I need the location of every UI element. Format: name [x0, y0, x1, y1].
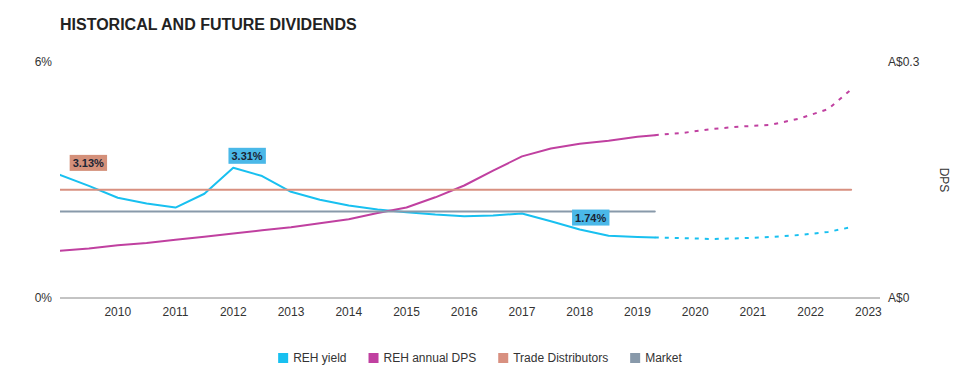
legend-label: Market [645, 351, 682, 365]
legend-swatch [498, 353, 508, 363]
x-tick-label: 2013 [278, 305, 305, 319]
x-tick-label: 2019 [624, 305, 651, 319]
legend-label: REH yield [293, 351, 346, 365]
annotation: 3.13% [73, 157, 104, 169]
x-tick-label: 2022 [797, 305, 824, 319]
x-tick-label: 2016 [451, 305, 478, 319]
legend-swatch [278, 353, 288, 363]
series-line [60, 168, 655, 238]
x-tick-label: 2020 [682, 305, 709, 319]
annotation-box [70, 155, 107, 171]
chart: HISTORICAL AND FUTURE DIVIDENDS 2010 2011 2… [0, 0, 960, 378]
legend-item: REH annual DPS [369, 351, 477, 365]
series-line [655, 90, 851, 136]
y2-axis-label: DPS [937, 168, 951, 193]
y2-tick-label: A$0 [888, 291, 910, 305]
x-axis-line [60, 298, 880, 299]
x-tick-label: 2018 [566, 305, 593, 319]
x-tick-label: 2015 [393, 305, 420, 319]
y-tick-label: 0% [35, 291, 53, 305]
legend-item: REH yield [278, 351, 346, 365]
legend-item: Trade Distributors [498, 351, 608, 365]
legend-item: Market [630, 351, 682, 365]
series-line [655, 227, 851, 239]
x-tick-label: 2012 [220, 305, 247, 319]
x-tick-label: 2014 [335, 305, 362, 319]
x-tick-label: 2011 [163, 305, 189, 319]
annotations: 3.13% 3.31% 1.74% [70, 148, 610, 226]
legend: REH yield REH annual DPS Trade Distributor… [278, 351, 682, 365]
x-tick-label: 2023 [855, 305, 882, 319]
legend-swatch [630, 353, 640, 363]
x-tick-label: 2017 [509, 305, 536, 319]
series-line [60, 189, 851, 191]
annotation: 3.31% [231, 150, 262, 162]
y-tick-label: 6% [35, 55, 53, 69]
series-line [60, 210, 655, 212]
annotation: 1.74% [575, 212, 606, 224]
y2-tick-label: A$0.3 [888, 55, 920, 69]
annotation-box [572, 210, 609, 226]
legend-label: Trade Distributors [513, 351, 608, 365]
plot-area [60, 90, 851, 251]
series-line [60, 135, 655, 251]
annotation-box [228, 148, 265, 164]
legend-label: REH annual DPS [384, 351, 477, 365]
legend-swatch [369, 353, 379, 363]
x-tick-label: 2021 [740, 305, 767, 319]
title: HISTORICAL AND FUTURE DIVIDENDS [60, 16, 357, 33]
x-tick-label: 2010 [104, 305, 131, 319]
